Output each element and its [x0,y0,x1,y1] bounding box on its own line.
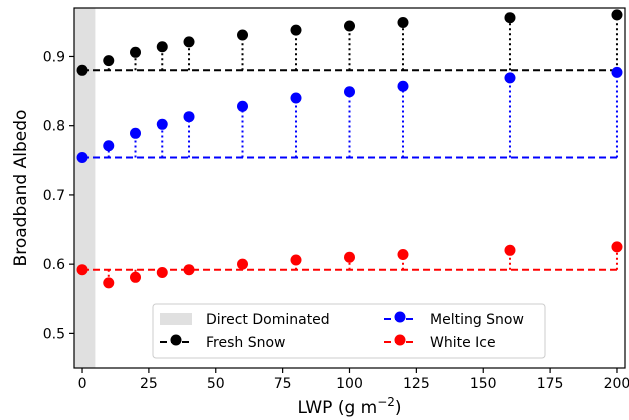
legend-item-fresh-snow: Fresh Snow [160,334,286,351]
data-point [76,264,88,276]
data-point [183,264,195,276]
data-point [504,12,516,24]
data-point [130,46,142,58]
data-point [156,266,168,278]
data-point [504,244,516,256]
data-point [611,241,623,253]
data-point [290,92,302,104]
x-tick-label: 50 [207,376,225,392]
data-point [397,248,409,260]
legend-label: Melting Snow [430,312,524,328]
data-point [103,277,115,289]
data-point [237,258,249,270]
legend-patch [160,313,192,325]
data-point [397,80,409,92]
y-tick-label: 0.8 [43,119,65,135]
series-white-ice [76,241,623,289]
data-point [103,55,115,67]
legend-label: White Ice [430,335,496,351]
legend-label: Fresh Snow [206,335,286,351]
y-axis-label: Broadband Albedo [11,110,31,267]
data-point [504,72,516,84]
data-point [76,152,88,164]
x-tick-label: 125 [403,376,430,392]
data-point [611,9,623,21]
y-tick-label: 0.6 [43,257,65,273]
x-tick-label: 175 [537,376,564,392]
data-point [130,127,142,139]
legend-marker [394,311,406,323]
direct-dominated-region [74,8,96,368]
data-point [183,36,195,48]
legend-label: Direct Dominated [206,312,330,328]
y-tick-label: 0.9 [43,49,65,65]
data-point [156,41,168,53]
legend-item-melting-snow: Melting Snow [384,311,524,328]
legend-marker [170,334,182,346]
data-point [290,24,302,36]
series-melting-snow [76,66,623,164]
x-tick-label: 0 [78,376,87,392]
x-tick-label: 150 [470,376,497,392]
data-point [344,86,355,98]
legend: Direct Dominated Fresh Snow Melting Snow Wh… [152,303,546,359]
data-point [183,111,195,123]
x-tick-label: 75 [274,376,292,392]
x-tick-label: 100 [336,376,363,392]
data-point [344,251,355,263]
data-point [237,29,249,41]
data-point [344,20,355,32]
data-point [290,254,302,266]
legend-item-white-ice: White Ice [384,334,496,351]
data-point [130,271,142,283]
legend-item-direct-dominated: Direct Dominated [160,312,330,328]
x-tick-label: 25 [140,376,158,392]
data-point [76,64,88,76]
legend-box [152,303,546,359]
y-tick-label: 0.5 [43,326,65,342]
data-point [397,17,409,29]
x-axis-label: LWP (g m−2) [297,395,401,418]
series-fresh-snow [76,9,623,76]
data-point [103,140,115,152]
y-tick-label: 0.7 [43,188,65,204]
data-point [156,118,168,130]
data-point [611,66,623,78]
x-tick-label: 200 [604,376,629,392]
legend-marker [394,334,406,346]
data-point [237,100,249,112]
